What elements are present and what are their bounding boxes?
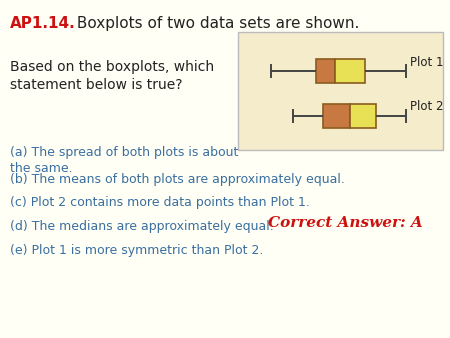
Text: Correct Answer: A: Correct Answer: A <box>268 216 423 230</box>
Text: Boxplots of two data sets are shown.: Boxplots of two data sets are shown. <box>72 16 360 31</box>
Bar <box>350 104 375 128</box>
Text: Plot 1: Plot 1 <box>410 55 443 69</box>
Text: (b) The means of both plots are approximately equal.: (b) The means of both plots are approxim… <box>10 173 345 186</box>
Bar <box>335 59 365 83</box>
Text: (d) The medians are approximately equal.: (d) The medians are approximately equal. <box>10 220 274 233</box>
Bar <box>238 32 443 150</box>
Text: (e) Plot 1 is more symmetric than Plot 2.: (e) Plot 1 is more symmetric than Plot 2… <box>10 244 263 257</box>
Bar <box>315 59 335 83</box>
Bar <box>323 104 350 128</box>
Text: AP1.14.: AP1.14. <box>10 16 76 31</box>
Text: (a) The spread of both plots is about
the same.: (a) The spread of both plots is about th… <box>10 146 238 175</box>
Text: Based on the boxplots, which
statement below is true?: Based on the boxplots, which statement b… <box>10 60 214 92</box>
Text: (c) Plot 2 contains more data points than Plot 1.: (c) Plot 2 contains more data points tha… <box>10 196 310 209</box>
Text: Plot 2: Plot 2 <box>410 100 443 114</box>
